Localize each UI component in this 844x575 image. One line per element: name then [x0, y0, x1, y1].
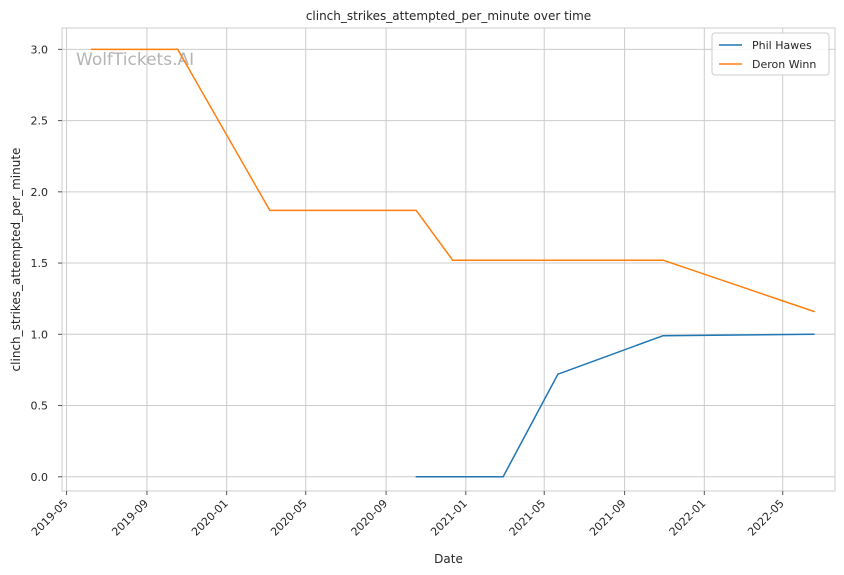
legend: Phil Hawes Deron Winn	[711, 32, 830, 76]
y-tick-label: 2.0	[31, 186, 49, 199]
chart-title: clinch_strikes_attempted_per_minute over…	[306, 9, 591, 23]
y-axis-label: clinch_strikes_attempted_per_minute	[9, 148, 23, 372]
plot-area-frame	[61, 27, 836, 492]
y-tick-label: 3.0	[31, 43, 49, 56]
y-axis-ticks: 0.0 0.5 1.0 1.5 2.0 2.5 3.0	[31, 43, 62, 484]
y-tick-label: 0.5	[31, 400, 49, 413]
y-tick-label: 1.0	[31, 328, 49, 341]
x-axis-label: Date	[434, 552, 463, 566]
series-line-1	[415, 333, 815, 478]
series-line-2	[90, 48, 815, 313]
series-lines	[90, 48, 815, 478]
legend-entry-label: Phil Hawes	[752, 39, 812, 52]
y-tick-label: 2.5	[31, 115, 49, 128]
y-tick-label: 0.0	[31, 471, 49, 484]
watermark-text: WolfTickets.AI	[76, 50, 194, 70]
legend-entry-label: Deron Winn	[752, 58, 816, 71]
y-tick-label: 1.5	[31, 257, 49, 270]
